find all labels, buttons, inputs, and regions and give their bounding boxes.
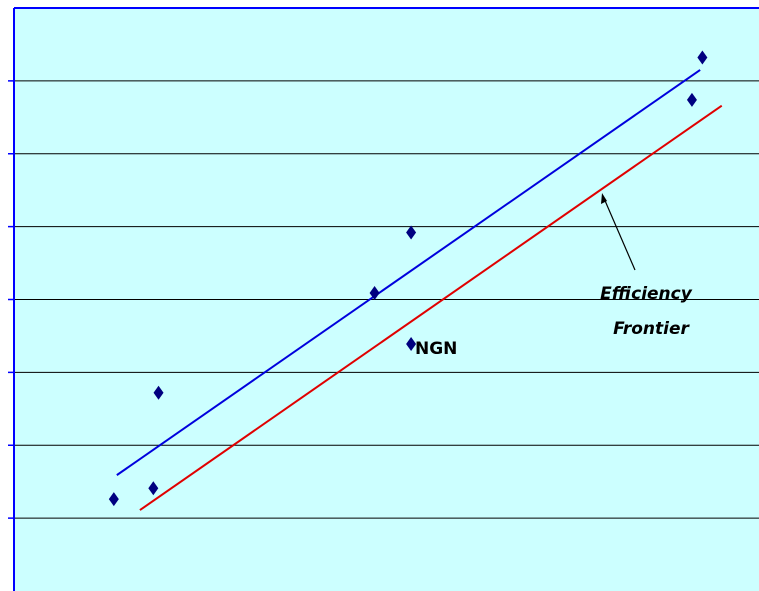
data-point-diamond-icon bbox=[406, 336, 417, 351]
frontier-line bbox=[139, 104, 723, 511]
frontier-pointer-arrow bbox=[602, 195, 636, 271]
data-point-diamond-icon bbox=[697, 50, 708, 65]
data-point-diamond-icon bbox=[108, 492, 119, 507]
efficiency-frontier-label-line2: Frontier bbox=[613, 319, 690, 339]
ngn-label: NGN bbox=[415, 339, 457, 359]
trend-line bbox=[116, 69, 701, 476]
data-point-diamond-icon bbox=[369, 285, 380, 300]
fit-lines bbox=[116, 69, 723, 511]
data-point-diamond-icon bbox=[406, 225, 417, 240]
arrowhead-icon bbox=[601, 193, 607, 204]
efficiency-frontier-label-line1: Efficiency bbox=[600, 284, 693, 304]
data-points bbox=[108, 50, 708, 507]
gridlines bbox=[8, 80, 759, 519]
data-point-diamond-icon bbox=[153, 385, 164, 400]
data-point-diamond-icon bbox=[148, 481, 159, 496]
data-point-diamond-icon bbox=[686, 92, 697, 107]
